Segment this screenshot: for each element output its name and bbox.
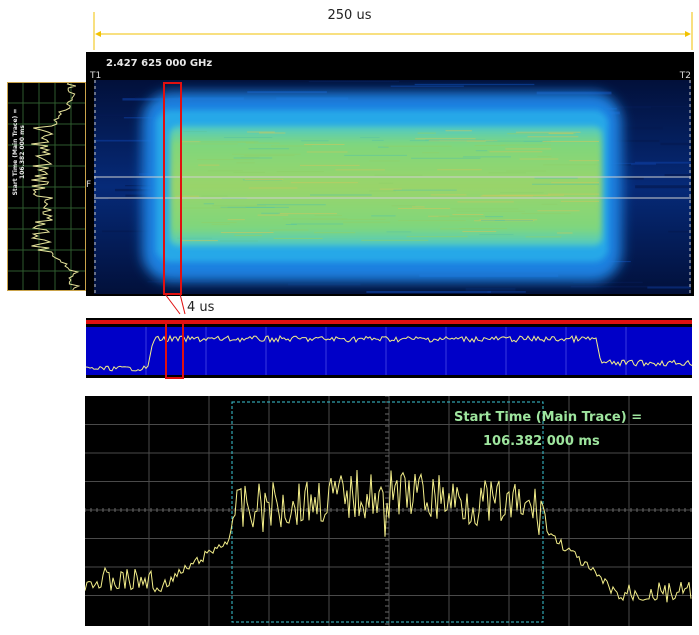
power-strip-trace bbox=[85, 334, 693, 372]
start-time-line2: 106.382 000 ms bbox=[483, 434, 600, 449]
zoomed-trace-grid bbox=[85, 396, 692, 626]
span-duration-label: 250 us bbox=[327, 8, 372, 23]
spectrogram-core-noise bbox=[175, 130, 599, 242]
marker-t2-label[interactable]: T2 bbox=[679, 71, 691, 81]
marker-t1-label[interactable]: T1 bbox=[90, 71, 102, 81]
zoomed-trace-waveform bbox=[85, 469, 692, 603]
measurement-window[interactable] bbox=[231, 401, 544, 623]
start-time-line1: Start Time (Main Trace) = bbox=[454, 410, 643, 425]
side-spectrum-plot bbox=[7, 82, 86, 291]
side-spectrum-trace bbox=[30, 82, 81, 291]
power-strip-background bbox=[86, 327, 692, 375]
power-strip-limit-line bbox=[86, 320, 692, 324]
span-measurement: 250 us bbox=[0, 0, 699, 60]
spectrogram-header: 2.427 625 000 GHz T1 T2 bbox=[86, 52, 694, 81]
zoomed-trace-svg bbox=[85, 396, 692, 626]
spectrogram-zoom-window[interactable] bbox=[163, 82, 182, 295]
side-spectrum-panel[interactable]: Start Time (Main Trace) = 106.382 000 ms bbox=[7, 82, 86, 291]
zoom-duration-label: 4 us bbox=[187, 300, 215, 315]
spectrogram-display[interactable] bbox=[94, 80, 691, 294]
spectrogram-image bbox=[94, 80, 691, 294]
zoomed-trace-plot[interactable]: Start Time (Main Trace) = 106.382 000 ms bbox=[85, 396, 692, 626]
power-strip-zoom-window[interactable] bbox=[165, 322, 184, 379]
side-spectrum-grid bbox=[7, 82, 86, 291]
center-frequency-label: 2.427 625 000 GHz bbox=[106, 58, 213, 69]
frequency-marker-label[interactable]: F bbox=[86, 180, 92, 190]
power-strip-grid bbox=[145, 327, 627, 375]
power-strip-plot bbox=[85, 318, 693, 378]
power-vs-time-strip[interactable] bbox=[85, 318, 693, 378]
side-panel-border bbox=[7, 82, 86, 291]
